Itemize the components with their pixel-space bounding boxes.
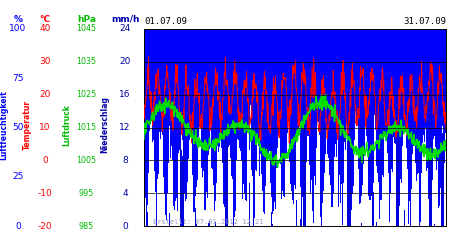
Text: Luftfeuchtigkeit: Luftfeuchtigkeit [0,90,8,160]
Text: 16: 16 [119,90,131,99]
Text: Erstellt: 07.01.2012 12:21: Erstellt: 07.01.2012 12:21 [153,219,264,225]
Text: 8: 8 [122,156,128,165]
Text: 0: 0 [15,222,21,231]
Text: 1005: 1005 [76,156,96,165]
Text: hPa: hPa [77,15,96,24]
Text: 12: 12 [119,123,131,132]
Text: -10: -10 [38,189,52,198]
Text: 25: 25 [12,172,24,182]
Text: 4: 4 [122,189,128,198]
Text: 1045: 1045 [76,24,96,33]
Text: 20: 20 [119,57,131,66]
Text: 985: 985 [79,222,94,231]
Text: 30: 30 [39,57,51,66]
Text: 1015: 1015 [76,123,96,132]
Text: -20: -20 [38,222,52,231]
Text: 20: 20 [39,90,51,99]
Text: Niederschlag: Niederschlag [100,96,109,154]
Text: °C: °C [40,15,50,24]
Text: 100: 100 [9,24,27,33]
Text: %: % [14,15,22,24]
Text: 10: 10 [39,123,51,132]
Text: 24: 24 [120,24,131,33]
Text: 31.07.09: 31.07.09 [403,17,446,26]
Text: 0: 0 [42,156,48,165]
Text: 0: 0 [122,222,128,231]
Text: Luftdruck: Luftdruck [62,104,71,146]
Text: Temperatur: Temperatur [22,100,32,150]
Text: 40: 40 [39,24,51,33]
Text: 75: 75 [12,74,24,82]
Text: 1035: 1035 [76,57,96,66]
Text: 01.07.09: 01.07.09 [144,17,187,26]
Text: 995: 995 [79,189,94,198]
Text: 50: 50 [12,123,24,132]
Text: 1025: 1025 [76,90,97,99]
Text: mm/h: mm/h [111,15,140,24]
